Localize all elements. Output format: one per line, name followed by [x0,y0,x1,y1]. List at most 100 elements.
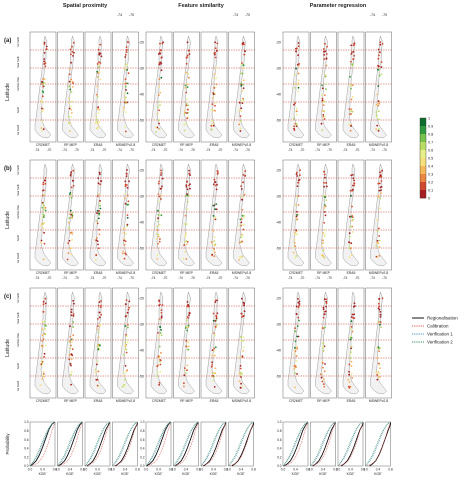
catchment-dot [183,129,186,132]
catchment-dot [377,103,379,106]
catchment-dot [296,175,299,177]
catchment-dot [71,100,73,103]
catchment-dot [43,208,45,211]
catchment-dot [213,73,216,75]
catchment-dot [323,94,326,96]
catchment-dot [379,313,382,316]
catchment-dot [293,87,296,89]
catchment-dot [123,239,125,242]
catchment-dot [124,303,127,305]
chile-outline [342,35,360,139]
catchment-dot [320,376,323,379]
colorbar-segment [420,126,426,135]
cdf-panel [228,421,254,467]
catchment-dot [42,374,45,377]
catchment-dot [99,306,102,309]
catchment-dot [350,365,353,367]
catchment-dot [351,231,354,233]
catchment-dot [214,109,216,112]
catchment-dot [376,219,379,222]
colorbar-tick: 0.5 [428,156,433,160]
y-axis-label: Latitude [5,83,11,101]
colorbar-frame [419,117,427,199]
catchment-dot [378,347,380,350]
lon-tick: -70 [102,148,107,152]
catchment-dot [377,85,380,87]
catchment-dot [376,357,379,359]
catchment-dot [380,61,383,63]
catchment-dot [323,185,326,188]
catchment-dot [188,169,191,172]
catchment-dot [43,58,46,60]
catchment-dot [159,214,161,216]
cdf-series-line [337,421,364,467]
catchment-dot [185,104,188,107]
catchment-dot [124,180,127,183]
catchment-dot [325,305,327,308]
catchment-dot [70,115,73,118]
catchment-dot [295,215,298,218]
catchment-dot [157,233,160,236]
catchment-dot [97,48,100,51]
cdf-y-label: Probability [5,433,10,455]
catchment-dot [215,208,218,211]
catchment-dot [239,372,242,374]
catchment-dot [44,62,47,65]
product-label: MSWEPv2.8 [232,399,251,403]
catchment-dot [124,183,127,186]
catchment-dot [378,65,380,68]
catchment-dot [241,214,244,217]
product-label: MSWEPv2.8 [116,399,135,403]
lon-tick: -74 [178,148,183,152]
catchment-dot [352,51,355,53]
catchment-dot [159,360,161,363]
catchment-dot [124,315,127,318]
catchment-dot [348,123,350,126]
catchment-dot [348,215,351,218]
cdf-x-tick: 0.8 [53,468,58,472]
catchment-dot [242,64,245,67]
cdf-x-tick: 0.8 [306,468,311,472]
lon-tick: -70 [218,276,223,280]
catchment-dot [121,385,124,388]
catchment-dot [214,299,217,302]
cdf-series-line [84,421,111,467]
catchment-dot [210,125,213,127]
catchment-dot [70,253,73,256]
catchment-dot [211,379,214,382]
catchment-dot [99,62,102,64]
catchment-dot [211,364,214,366]
catchment-dot [159,359,162,362]
catchment-dot [321,254,324,256]
catchment-dot [350,242,353,245]
catchment-dot [186,364,189,367]
colorbar-segment [420,142,426,151]
cdf-y-tick: 0.2 [24,455,29,459]
catchment-dot [123,257,126,260]
cdf-x-label: KGE' [39,472,47,476]
catchment-dot [379,171,382,174]
catchment-dot [323,54,326,56]
catchment-dot [187,305,190,308]
catchment-dot [212,248,215,251]
catchment-dot [126,186,129,189]
catchment-dot [157,355,160,358]
chile-outline [62,163,79,267]
product-label: MSWEPv2.8 [116,271,135,275]
catchment-dot [296,348,298,350]
y-axis-label: Latitude [5,339,11,357]
catchment-dot [124,82,127,85]
catchment-dot [68,221,70,224]
catchment-dot [125,333,127,336]
catchment-dot [324,74,327,76]
catchment-dot [159,319,162,321]
catchment-dot [378,235,381,237]
catchment-dot [160,49,162,52]
catchment-dot [324,214,327,217]
catchment-dot [296,171,298,174]
catchment-dot [126,194,129,197]
catchment-dot [43,52,46,54]
catchment-dot [97,108,99,110]
catchment-dot [158,223,161,226]
catchment-dot [158,63,161,66]
